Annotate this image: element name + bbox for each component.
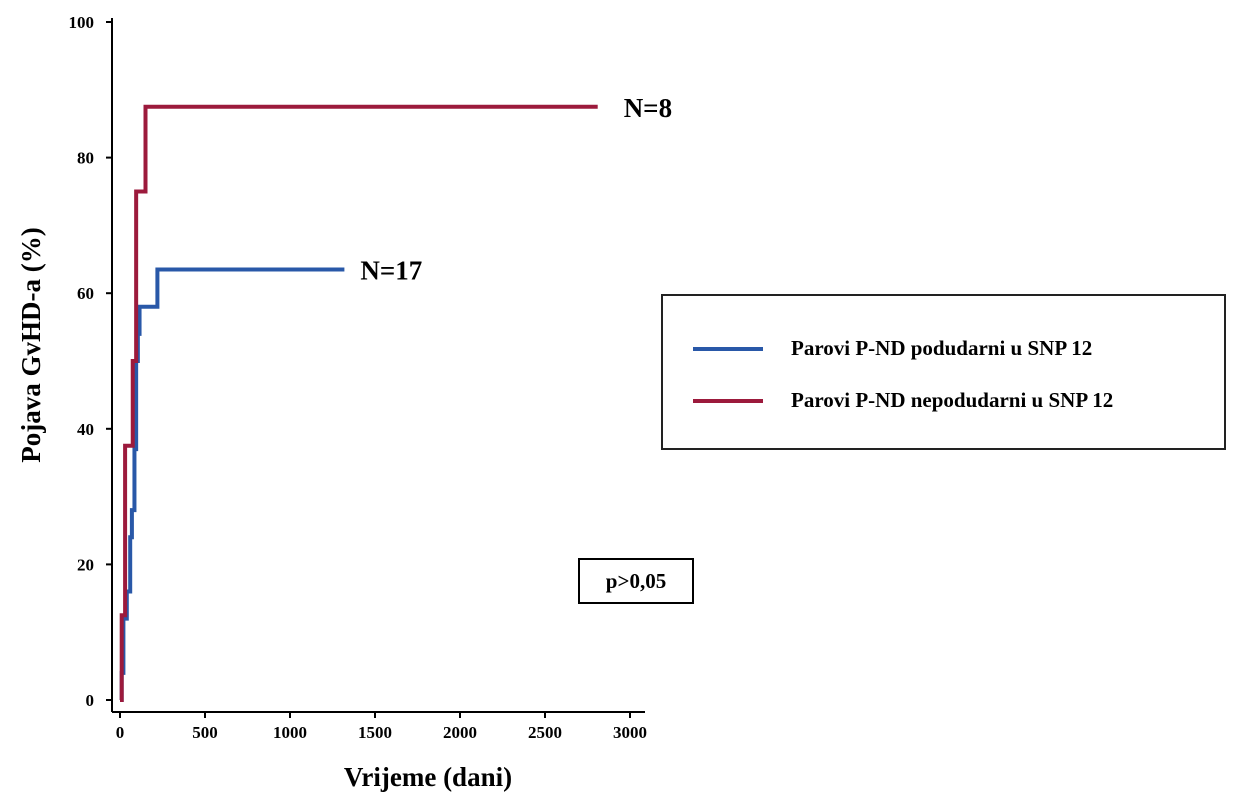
series-end-label-0: N=17 — [360, 255, 422, 285]
y-axis-title: Pojava GvHD-a (%) — [16, 227, 46, 462]
x-tick-label: 2000 — [443, 723, 477, 742]
legend-swatch-unmatched — [693, 398, 763, 403]
p-value-box: p>0,05 — [578, 558, 694, 604]
y-tick-label: 100 — [69, 13, 95, 32]
legend-item-matched: Parovi P-ND podudarni u SNP 12 — [693, 336, 1092, 361]
x-tick-label: 500 — [192, 723, 218, 742]
x-tick-label: 3000 — [613, 723, 647, 742]
labels-layer: N=17 N=8 — [360, 93, 672, 286]
p-value-label: p>0,05 — [605, 568, 667, 593]
x-axis-title: Vrijeme (dani) — [344, 762, 512, 792]
legend-item-unmatched: Parovi P-ND nepodudarni u SNP 12 — [693, 388, 1113, 413]
legend-swatch-matched — [693, 346, 763, 351]
series-end-label-1: N=8 — [624, 93, 672, 123]
series-line-0 — [119, 267, 345, 702]
legend-label-unmatched: Parovi P-ND nepodudarni u SNP 12 — [791, 388, 1114, 412]
x-tick-label: 2500 — [528, 723, 562, 742]
y-tick-label: 0 — [86, 691, 95, 710]
y-tick-label: 20 — [77, 555, 94, 574]
legend-label-matched: Parovi P-ND podudarni u SNP 12 — [791, 336, 1093, 360]
legend: Parovi P-ND podudarni u SNP 12 Parovi P-… — [661, 294, 1226, 450]
x-tick-label: 1000 — [273, 723, 307, 742]
y-tick-label: 80 — [77, 149, 94, 168]
series-layer — [119, 104, 598, 702]
series-line-1 — [119, 104, 598, 702]
y-tick-label: 40 — [77, 420, 94, 439]
x-tick-label: 0 — [116, 723, 125, 742]
axes — [111, 18, 645, 713]
x-tick-label: 1500 — [358, 723, 392, 742]
y-tick-label: 60 — [77, 284, 94, 303]
ticks: 0 500 1000 1500 2000 2500 3000 0 20 40 60 80 100 — [69, 13, 648, 742]
